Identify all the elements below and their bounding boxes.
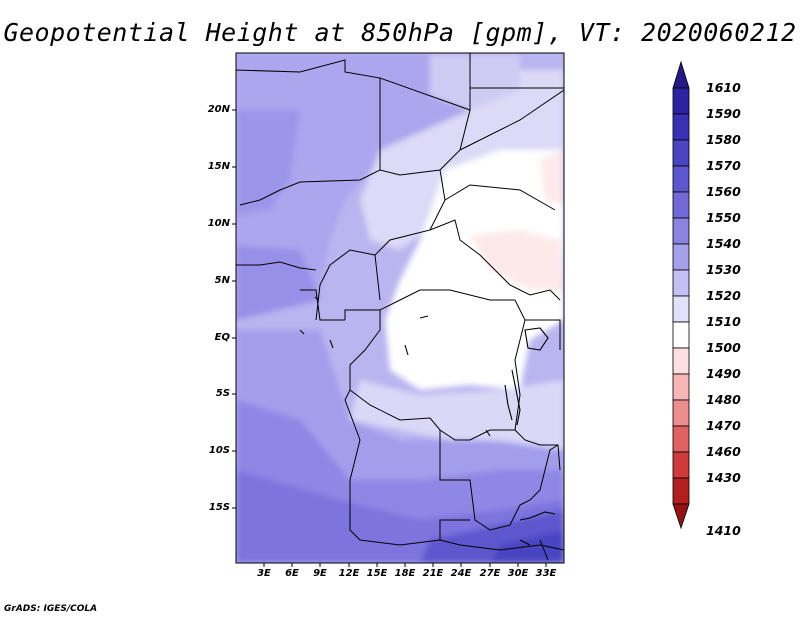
colorbar-bottom-arrow <box>672 503 690 530</box>
lon-label-12e: 12E <box>338 568 360 579</box>
colorbar-segment <box>672 347 690 375</box>
colorbar-label: 1580 <box>706 132 741 147</box>
colorbar-label: 1480 <box>706 392 741 407</box>
colorbar-label: 1560 <box>706 184 741 199</box>
lon-label-21e: 21E <box>422 568 444 579</box>
colorbar-top-arrow <box>672 60 690 89</box>
colorbar-label: 1530 <box>706 262 741 277</box>
colorbar-label: 1470 <box>706 418 741 433</box>
map-title: Geopotential Height at 850hPa [gpm], VT:… <box>3 18 797 47</box>
colorbar-segment <box>672 243 690 271</box>
lat-label-5n: 5N <box>214 275 230 286</box>
colorbar-segment <box>672 295 690 323</box>
lat-label-10n: 10N <box>207 218 230 229</box>
colorbar-label: 1590 <box>706 106 741 121</box>
lat-label-15s: 15S <box>208 502 230 513</box>
lon-label-24e: 24E <box>450 568 472 579</box>
colorbar-segment <box>672 269 690 297</box>
colorbar-segment <box>672 191 690 219</box>
lakes <box>299 296 556 546</box>
lat-label-eq: EQ <box>214 332 230 343</box>
colorbar-segment <box>672 165 690 193</box>
colorbar-segment <box>672 113 690 141</box>
colorbar-label: 1430 <box>706 470 741 485</box>
lon-label-33e: 33E <box>535 568 557 579</box>
lon-label-15e: 15E <box>366 568 388 579</box>
colorbar-segment <box>672 477 690 505</box>
colorbar-label: 1500 <box>706 340 741 355</box>
lat-label-10s: 10S <box>208 445 230 456</box>
map-frame <box>235 52 565 564</box>
lon-label-6e: 6E <box>285 568 299 579</box>
contour-field <box>236 53 564 563</box>
colorbar-label: 1610 <box>706 80 741 95</box>
colorbar-segment <box>672 139 690 167</box>
colorbar-segment <box>672 217 690 245</box>
lon-label-27e: 27E <box>479 568 501 579</box>
axis-ticks <box>232 109 547 567</box>
colorbar-segment <box>672 373 690 401</box>
colorbar-label: 1570 <box>706 158 741 173</box>
colorbar-label: 1550 <box>706 210 741 225</box>
colorbar-label: 1460 <box>706 444 741 459</box>
colorbar-label: 1540 <box>706 236 741 251</box>
credit-text: GrADS: IGES/COLA <box>4 604 98 614</box>
lon-label-3e: 3E <box>257 568 271 579</box>
colorbar-label: 1520 <box>706 288 741 303</box>
colorbar <box>672 60 690 530</box>
colorbar-label: 1510 <box>706 314 741 329</box>
colorbar-segment <box>672 321 690 349</box>
colorbar-label: 1410 <box>706 523 741 538</box>
lat-label-15n: 15N <box>207 161 230 172</box>
lon-label-18e: 18E <box>394 568 416 579</box>
lat-label-20n: 20N <box>207 104 230 115</box>
lon-label-9e: 9E <box>313 568 327 579</box>
colorbar-segment <box>672 425 690 453</box>
colorbar-segment <box>672 399 690 427</box>
lat-label-5s: 5S <box>215 388 230 399</box>
colorbar-label: 1490 <box>706 366 741 381</box>
colorbar-segment <box>672 87 690 115</box>
lon-label-30e: 30E <box>507 568 529 579</box>
country-borders <box>236 53 564 561</box>
colorbar-segment <box>672 451 690 479</box>
